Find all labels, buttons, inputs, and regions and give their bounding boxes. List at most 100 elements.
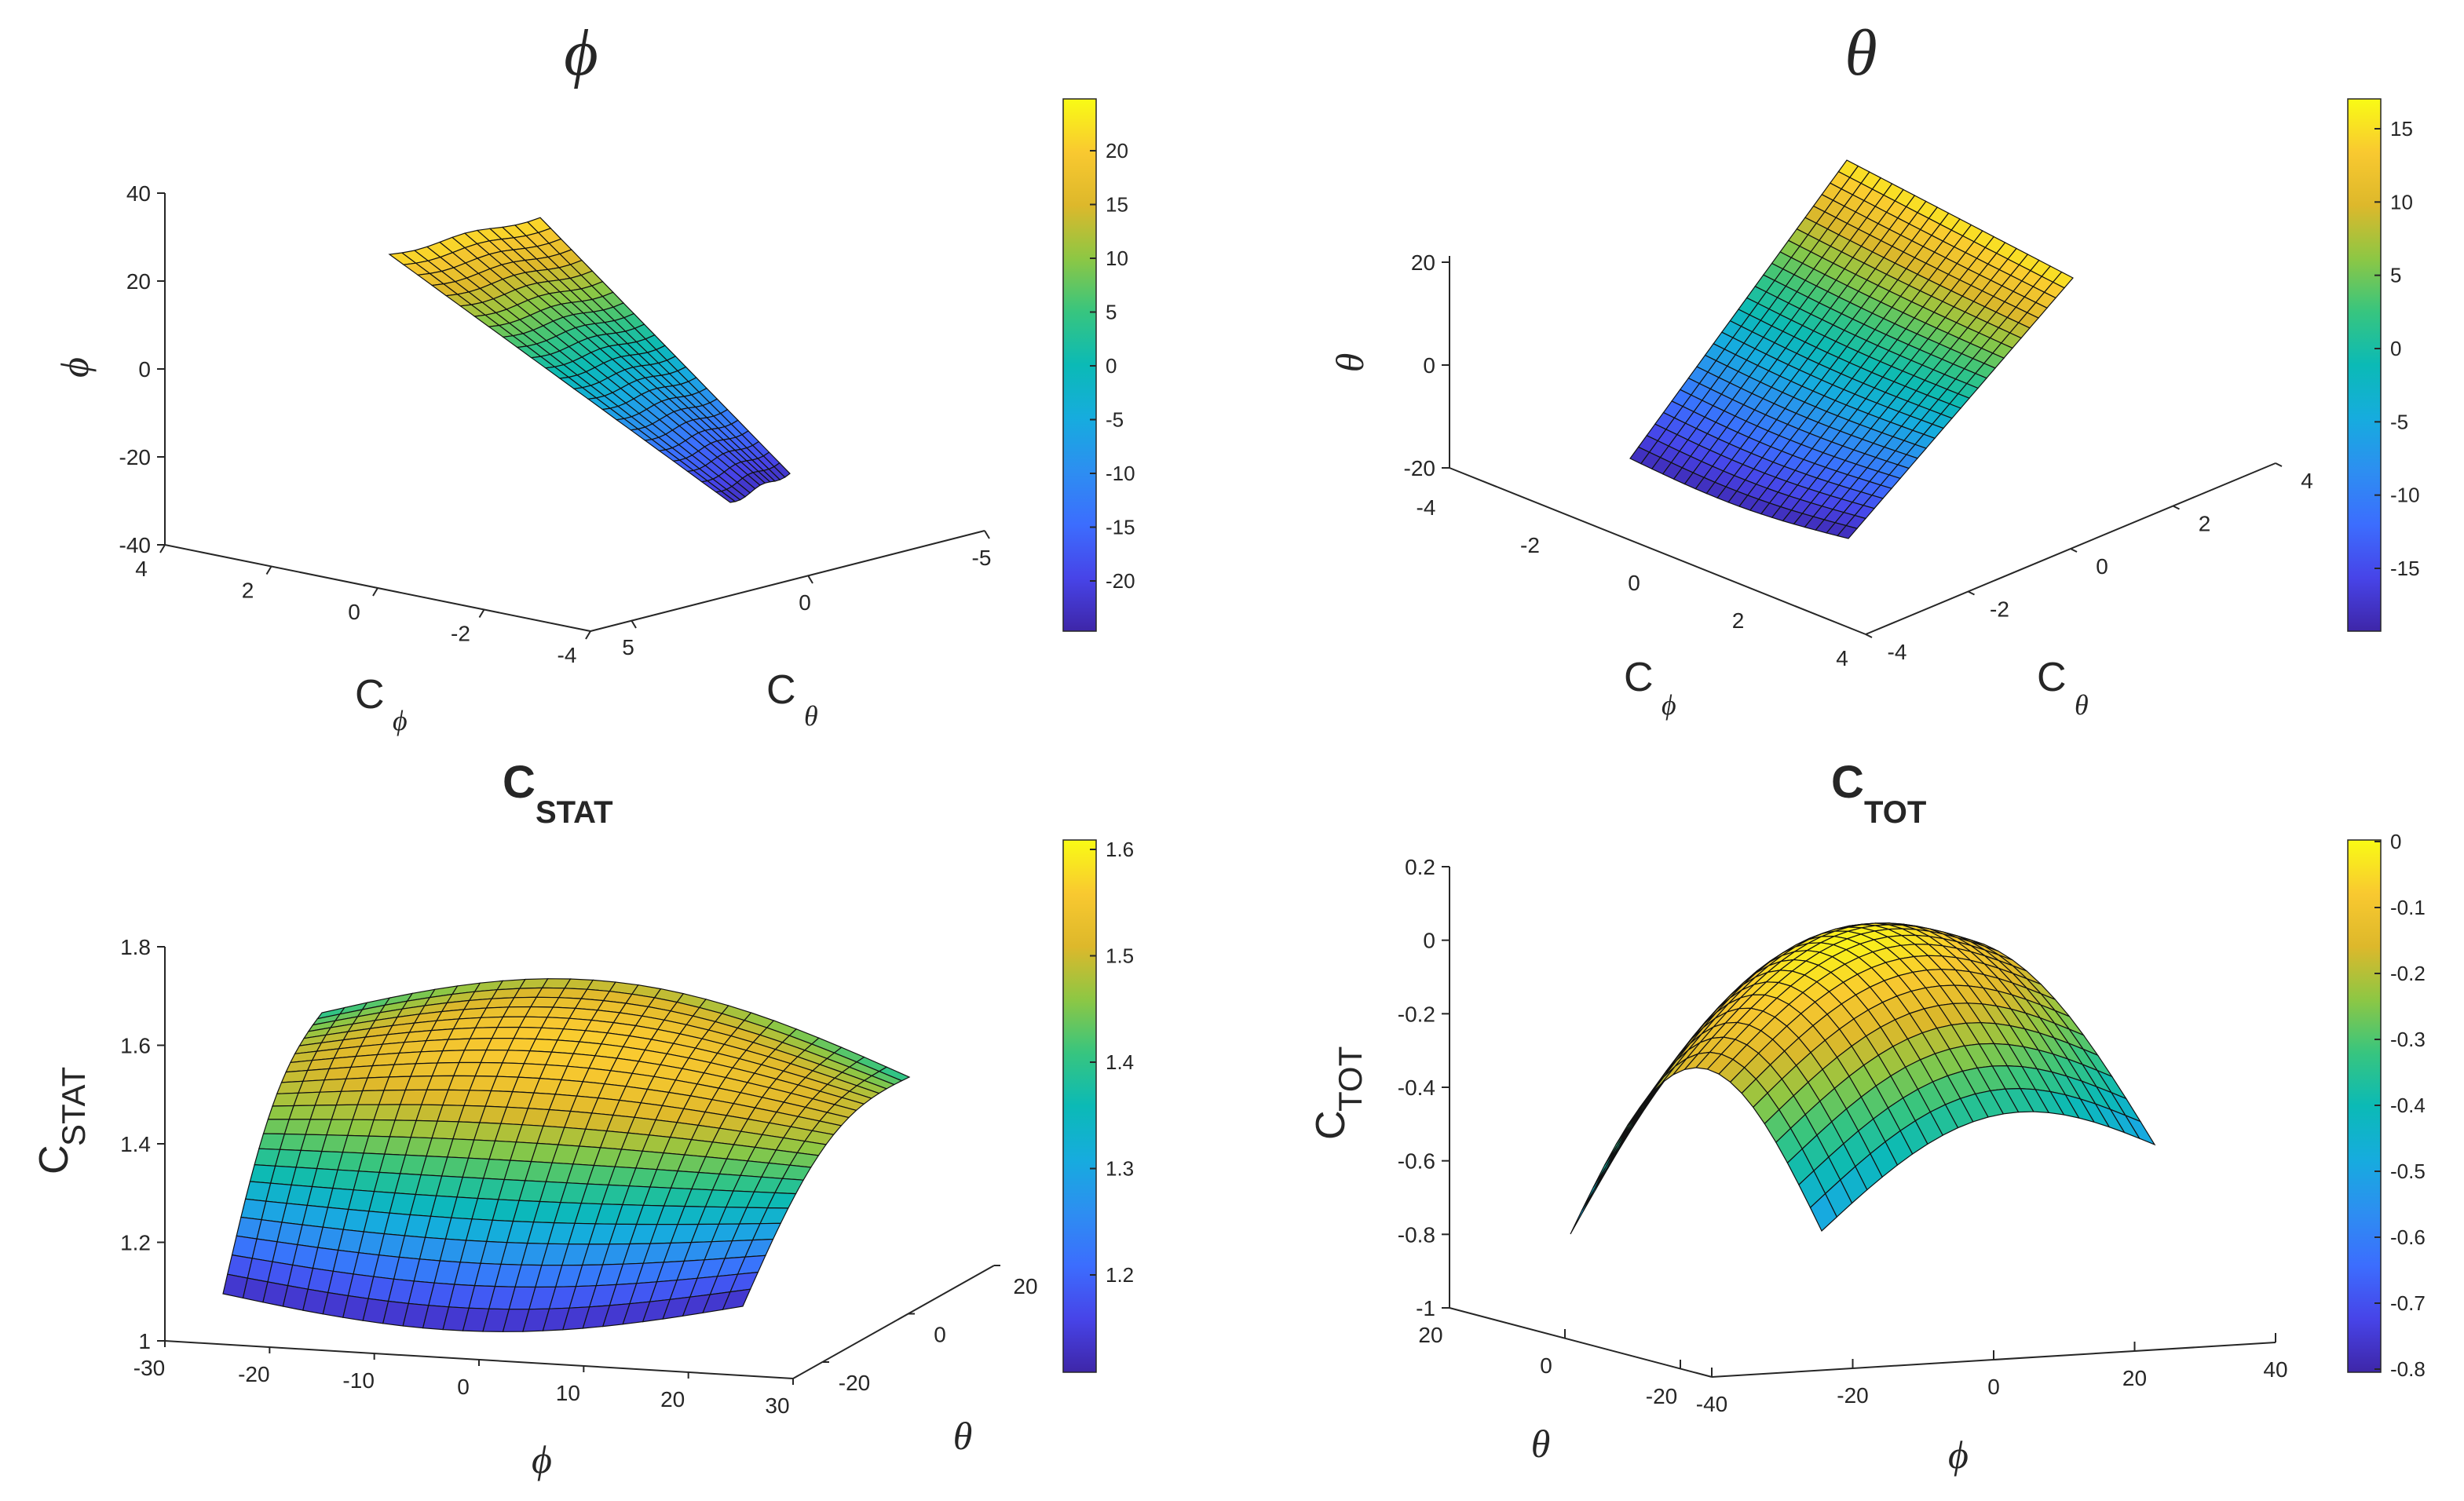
panel-phi-zlabel: ϕ [53,357,97,378]
panel-theta-x-tick-label: -4 [1417,495,1436,520]
panel-ctot-cb-tick-label: -0.8 [2390,1357,2426,1381]
panel-phi-x-tick [585,630,591,640]
panel-theta-z-tick-label: -20 [1404,456,1435,480]
panel-ctot: C TOT 0.2 0 -0.2 -0.4 -0.6 -0.8 -1 -40 -20 0 20 40 2… [1308,757,2426,1477]
panel-cstat-y-tick-label: -20 [839,1371,870,1395]
panel-phi-x-tick [265,565,272,575]
panel-ctot-zlabel-sub: TOT [1332,1046,1369,1112]
panel-phi-x-tick-label: -4 [558,643,577,667]
panel-cstat-xlabel: ϕ [532,1437,552,1481]
panel-phi-x-tick [372,587,378,597]
panel-ctot-z-tick-label: -0.4 [1398,1076,1435,1100]
panel-cstat-x-tick-label: -20 [238,1362,269,1386]
panel-cstat-x-tick-label: 30 [765,1393,789,1418]
panel-ctot-z-tick-label: 0 [1423,929,1435,953]
panel-theta-xlabel: C ϕ [1624,655,1676,721]
panel-phi-cb-tick-label: -15 [1106,516,1135,539]
panel-theta-ylabel: C θ [2037,655,2089,721]
panel-cstat-cb-tick-label: 1.6 [1106,838,1134,861]
panel-cstat-y-tick-label: 20 [1013,1274,1037,1298]
panel-phi-y-tick [984,530,990,539]
panel-theta-x-tick-label: 2 [1732,608,1745,633]
svg-text:C: C [2037,655,2067,700]
svg-text:θ: θ [2075,689,2089,721]
panel-cstat-colorbar [1062,839,1097,1373]
panel-phi-cb-tick-label: 5 [1106,301,1117,324]
panel-cstat-x-tick-label: 0 [457,1375,470,1399]
panel-phi-surface [388,217,791,503]
panel-cstat-z-tick-label: 1.4 [120,1132,151,1156]
svg-text:C: C [1624,655,1654,700]
panel-cstat-x-tick-label: 10 [556,1381,580,1405]
panel-phi-surface-cell [773,462,791,478]
panel-theta-surface [1629,159,2074,539]
panel-phi-cb-tick-label: 20 [1106,139,1128,163]
panel-ctot-z-tick-label: 0.2 [1405,855,1435,879]
panel-theta-zlabel: θ [1328,353,1372,373]
panel-theta-cb-tick-label: 15 [2390,117,2413,141]
panel-ctot-title-main: C [1831,757,1864,808]
panel-ctot-surface [1570,922,2156,1235]
panel-cstat-y-tick-label: 0 [934,1323,946,1347]
panel-cstat-z-tick-label: 1.8 [120,935,151,959]
panel-phi-y-tick-label: 5 [622,635,634,659]
panel-theta-y-tick [2070,548,2078,553]
panel-cstat-zlabel: C STAT [31,1067,92,1174]
panel-phi-y-tick [631,619,637,629]
panel-ctot-ylabel: θ [1531,1422,1551,1466]
panel-cstat-cb-tick-label: 1.5 [1106,944,1134,968]
panel-ctot-x-tick-label: 0 [1987,1375,2000,1399]
panel-theta-colorbar [2347,98,2382,632]
panel-ctot-xlabel: ϕ [1948,1433,1969,1477]
panel-phi-x-tick-label: 2 [242,579,254,603]
panel-ctot-cb-tick-label: -0.6 [2390,1225,2426,1249]
svg-text:ϕ: ϕ [393,705,408,736]
panel-cstat-x-tick-label: -10 [342,1368,374,1393]
panel-cstat-cb-tick-label: 1.3 [1106,1157,1134,1181]
panel-cstat-z-tick-label: 1.2 [120,1231,151,1255]
panel-phi-x-tick [478,608,485,619]
panel-phi-z-tick-label: -40 [119,533,151,557]
panel-ctot-zlabel-main: C [1308,1110,1354,1140]
panel-ctot-x-tick-label: -20 [1837,1383,1868,1408]
panel-cstat-surface [222,978,911,1332]
panel-phi-xlabel: C ϕ [355,672,408,736]
panel-phi-cb-tick-label: 0 [1106,354,1117,378]
svg-text:ϕ: ϕ [1662,689,1676,721]
panel-ctot-z-tick-label: -0.6 [1398,1149,1435,1174]
panel-ctot-cb-tick-label: -0.5 [2390,1160,2426,1183]
panel-cstat-x-tick-label: -30 [133,1356,165,1380]
panel-phi-x-tick-label: 0 [348,600,360,624]
panel-ctot-y-tick-label: 20 [1418,1323,1442,1347]
panel-theta-x-tick-label: 0 [1628,571,1640,595]
panel-theta-y-tick-label: 0 [2096,554,2108,579]
panel-theta-x-tick-label: -2 [1520,533,1540,557]
panel-phi-z-tick-label: 0 [138,357,151,382]
panel-ctot-x-tick-label: 40 [2263,1357,2287,1382]
panel-phi-title: ϕ [564,16,598,89]
panel-phi-cb-tick-label: 15 [1106,193,1128,217]
panel-ctot-z-tick-label: -1 [1416,1296,1435,1320]
panel-ctot-z-tick-label: -0.8 [1398,1222,1435,1247]
panel-cstat-ylabel: θ [953,1414,973,1458]
panel-theta-cb-tick-label: -10 [2390,484,2420,507]
panel-theta-y-tick [2275,462,2283,467]
panel-cstat-zlabel-main: C [31,1145,77,1174]
panel-cstat-zlabel-sub: STAT [55,1067,92,1146]
panel-phi-x-tick-label: 4 [135,557,148,581]
panel-phi-x-tick [159,544,166,553]
panel-cstat-title-sub: STAT [536,795,613,830]
panel-theta-y-tick-label: 2 [2199,512,2211,536]
svg-text:C: C [355,672,385,718]
panel-phi-y-tick [807,575,813,584]
panel-phi-z-tick-label: -20 [119,445,151,469]
panel-cstat-surface-cell [722,1288,751,1310]
panel-theta-cb-tick-label: 5 [2390,264,2401,287]
panel-theta-z-tick-label: 0 [1423,353,1435,378]
panel-phi-cb-tick-label: -5 [1106,408,1124,432]
panel-cstat-y-axis [792,1265,995,1379]
panel-theta-x-tick-label: 4 [1836,646,1848,670]
panel-theta-cb-tick-label: 10 [2390,190,2413,214]
